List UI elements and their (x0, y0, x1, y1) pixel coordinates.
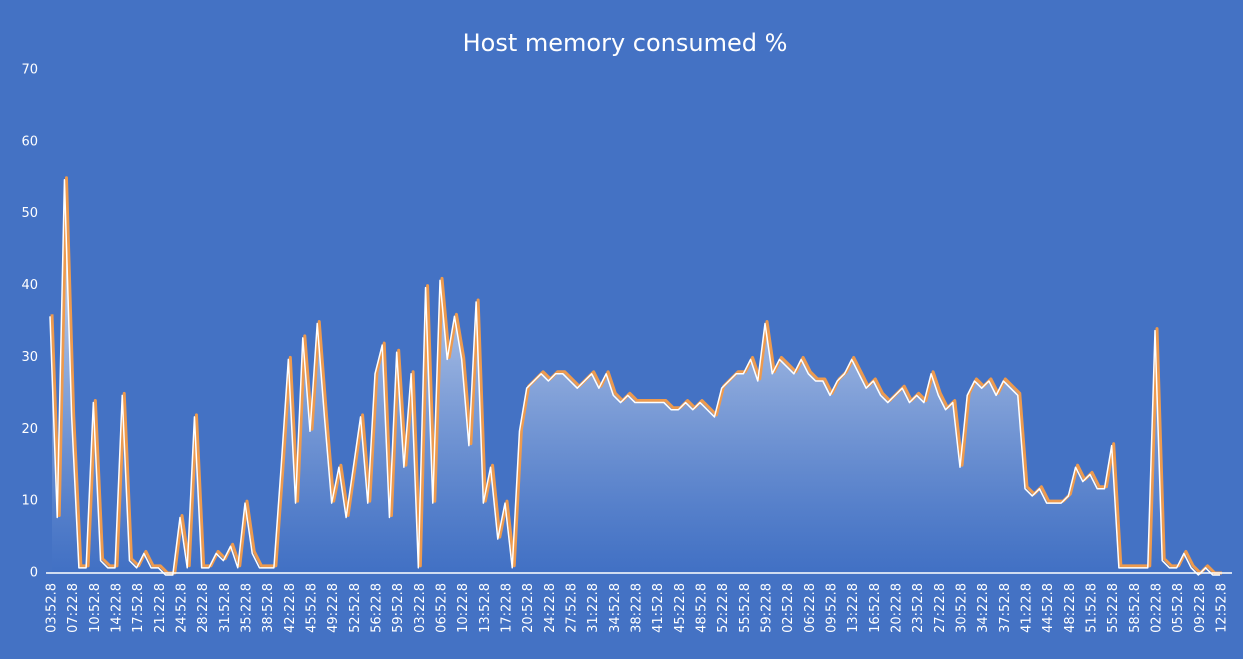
x-tick-label: 34:52.8 (608, 583, 623, 633)
x-tick-label: 16:52.8 (868, 583, 883, 633)
x-tick-label: 59:52.8 (391, 583, 406, 633)
x-tick-label: 37:52.8 (998, 583, 1013, 633)
x-tick-label: 02:22.8 (1150, 583, 1165, 633)
x-tick-label: 09:22.8 (1193, 583, 1208, 633)
line (50, 176, 1222, 575)
x-tick-label: 10:22.8 (456, 583, 471, 633)
x-tick-label: 52:52.8 (348, 583, 363, 633)
line-highlight (49, 179, 1220, 576)
x-tick-label: 45:52.8 (305, 583, 320, 633)
x-tick-label: 03:22.8 (413, 583, 428, 633)
y-tick-label: 0 (30, 566, 38, 581)
x-tick-label: 23:52.8 (911, 583, 926, 633)
y-tick-label: 50 (21, 206, 38, 221)
x-tick-label: 52:22.8 (716, 583, 731, 633)
x-tick-label: 09:52.8 (825, 583, 840, 633)
x-tick-label: 27:22.8 (933, 583, 948, 633)
x-tick-label: 03:52.8 (45, 583, 60, 633)
x-tick-label: 14:22.8 (110, 583, 125, 633)
x-tick-label: 06:52.8 (435, 583, 450, 633)
x-tick-label: 35:22.8 (240, 583, 255, 633)
y-tick-label: 30 (21, 350, 38, 365)
x-tick-label: 45:22.8 (673, 583, 688, 633)
x-tick-label: 56:22.8 (370, 583, 385, 633)
x-tick-label: 49:22.8 (326, 583, 341, 633)
x-tick-label: 17:52.8 (131, 583, 146, 633)
x-tick-label: 48:22.8 (1063, 583, 1078, 633)
x-tick-label: 55:22.8 (1106, 583, 1121, 633)
x-tick-label: 07:22.8 (66, 583, 81, 633)
x-tick-label: 02:52.8 (781, 583, 796, 633)
x-tick-label: 13:22.8 (846, 583, 861, 633)
x-tick-label: 55:52.8 (738, 583, 753, 633)
x-tick-label: 24:52.8 (175, 583, 190, 633)
x-tick-label: 21:22.8 (153, 583, 168, 633)
x-tick-label: 41:22.8 (1020, 583, 1035, 633)
y-tick-label: 70 (21, 63, 38, 78)
y-tick-label: 60 (21, 134, 38, 149)
x-tick-label: 34:22.8 (976, 583, 991, 633)
x-tick-label: 38:52.8 (261, 583, 276, 633)
x-tick-label: 51:52.8 (1085, 583, 1100, 633)
x-tick-label: 10:52.8 (88, 583, 103, 633)
x-tick-label: 42:22.8 (283, 583, 298, 633)
x-tick-label: 44:52.8 (1041, 583, 1056, 633)
x-tick-label: 05:52.8 (1171, 583, 1186, 633)
x-tick-label: 20:22.8 (890, 583, 905, 633)
x-tick-label: 13:52.8 (478, 583, 493, 633)
x-tick-label: 17:22.8 (500, 583, 515, 633)
x-tick-label: 38:22.8 (630, 583, 645, 633)
x-tick-label: 41:52.8 (651, 583, 666, 633)
x-tick-label: 59:22.8 (760, 583, 775, 633)
y-tick-label: 40 (21, 278, 38, 293)
x-tick-label: 24:22.8 (543, 583, 558, 633)
x-tick-label: 58:52.8 (1128, 583, 1143, 633)
x-tick-label: 20:52.8 (521, 583, 536, 633)
x-tick-label: 31:52.8 (218, 583, 233, 633)
area (52, 177, 1222, 574)
y-tick-label: 10 (21, 494, 38, 509)
x-tick-label: 06:22.8 (803, 583, 818, 633)
x-tick-label: 12:52.8 (1215, 583, 1230, 633)
chart-title: Host memory consumed % (463, 29, 788, 57)
x-tick-label: 28:22.8 (196, 583, 211, 633)
x-tick-label: 30:52.8 (955, 583, 970, 633)
x-tick-label: 27:52.8 (565, 583, 580, 633)
y-tick-label: 20 (21, 422, 38, 437)
x-tick-label: 31:22.8 (586, 583, 601, 633)
x-tick-label: 48:52.8 (695, 583, 710, 633)
